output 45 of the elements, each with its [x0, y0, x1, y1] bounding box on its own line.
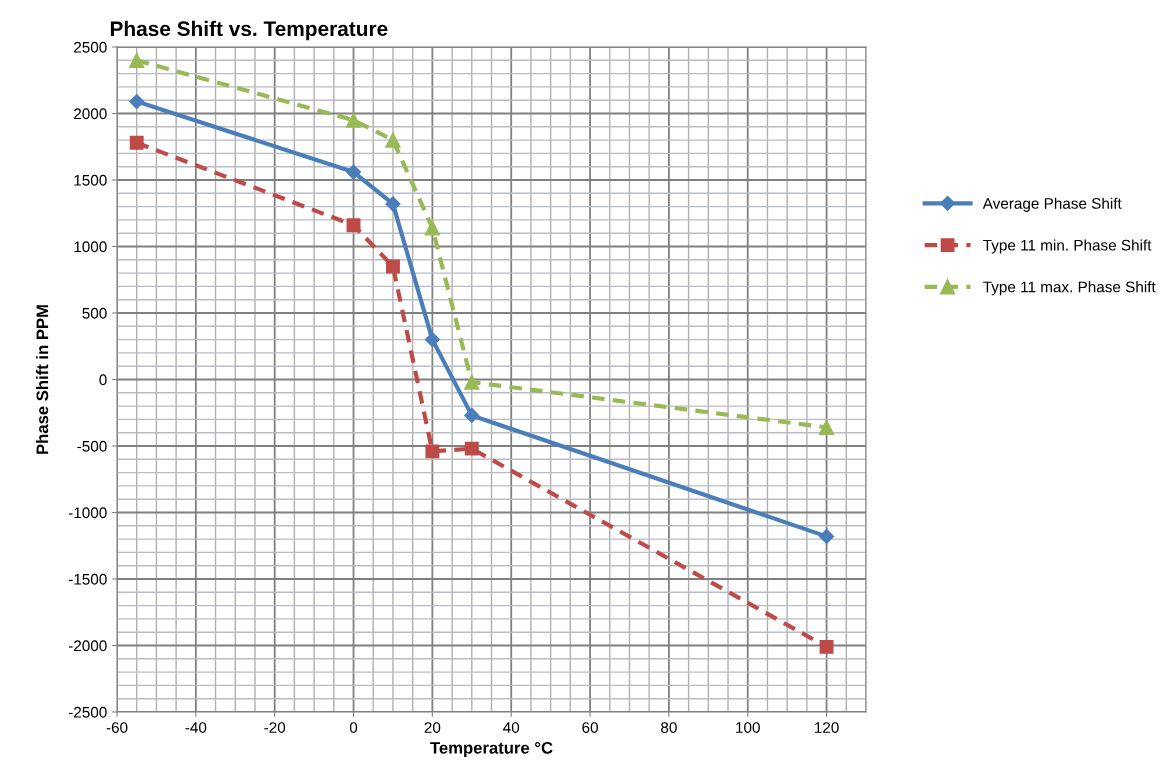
point	[345, 164, 362, 180]
point	[346, 218, 361, 233]
legend-label: Type 11 max. Phase Shift	[983, 281, 1156, 296]
x-tick-label: 100	[736, 722, 760, 733]
y-tick-label: 1000	[74, 241, 107, 253]
point	[464, 407, 480, 423]
point	[386, 259, 400, 274]
legend-label: Type 11 min. Phase Shift	[983, 239, 1152, 254]
x-tick-label: 60	[582, 722, 598, 733]
x-tick-label: -20	[264, 722, 286, 733]
point	[424, 332, 440, 348]
point	[385, 196, 401, 212]
point	[129, 52, 145, 68]
x-tick-label: 120	[815, 722, 839, 733]
legend-label: Average Phase Shift	[982, 197, 1122, 212]
y-tick-label: 2500	[74, 41, 107, 53]
point	[464, 374, 480, 390]
point	[129, 93, 145, 110]
y-tick-label: -2000	[68, 640, 107, 652]
point	[425, 444, 440, 459]
y-axis-title: Phase Shift in PPM	[36, 305, 49, 454]
point	[819, 639, 834, 654]
x-tick-label: 80	[661, 722, 677, 733]
y-tick-label: -1500	[68, 573, 107, 585]
x-tick-label: -40	[185, 722, 207, 733]
y-tick-label: -2500	[68, 706, 107, 718]
point	[818, 419, 835, 436]
y-tick-label: -500	[77, 440, 107, 452]
x-tick-label: -60	[106, 722, 128, 733]
y-tick-label: -1000	[68, 507, 107, 519]
x-axis-title: Temperature °C	[430, 741, 553, 758]
y-tick-label: 0	[99, 374, 107, 386]
point	[129, 135, 144, 150]
y-tick-label: 500	[82, 307, 107, 319]
point	[424, 220, 441, 236]
chart-title: Phase Shift vs. Temperature	[110, 20, 388, 41]
point	[464, 441, 479, 456]
x-tick-label: 40	[503, 722, 520, 733]
point	[345, 112, 362, 128]
x-tick-label: 0	[349, 722, 358, 733]
point	[385, 132, 401, 148]
x-tick-label: 20	[424, 722, 441, 733]
y-tick-label: 1500	[74, 174, 107, 186]
y-tick-label: 2000	[74, 108, 107, 120]
point	[819, 528, 835, 545]
